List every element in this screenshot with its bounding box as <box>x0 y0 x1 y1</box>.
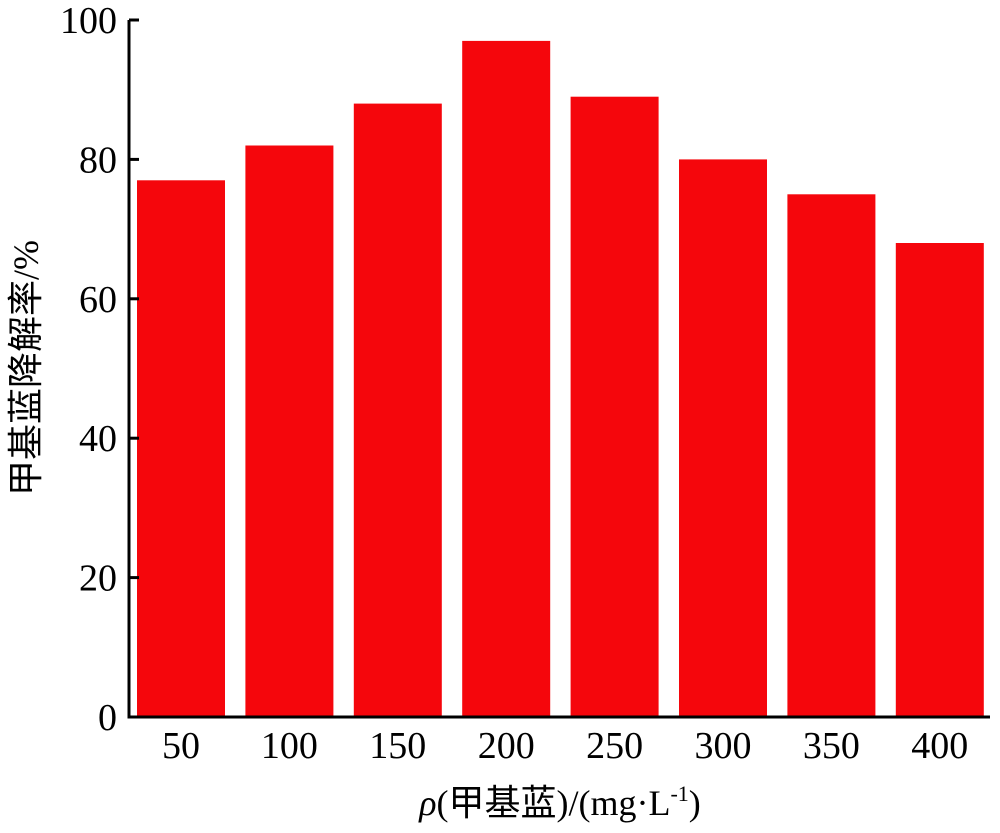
x-ticks-group: 50 100 150 200 250 300 350 400 <box>162 725 968 767</box>
bar-50 <box>137 180 225 718</box>
x-tick-label-300: 300 <box>695 725 752 767</box>
y-tick-label-60: 60 <box>79 279 117 321</box>
y-tick-label-80: 80 <box>79 139 117 181</box>
y-tick-label-100: 100 <box>60 0 117 42</box>
bar-350 <box>787 194 876 718</box>
y-tick-label-20: 20 <box>79 558 117 600</box>
x-axis-label-symbol: ρ <box>418 783 436 823</box>
bar-300 <box>679 159 767 717</box>
x-axis-label-text: (甲基蓝)/(mg·L <box>437 783 671 823</box>
x-axis-label: ρ(甲基蓝)/(mg·L-1) <box>418 781 701 823</box>
x-axis-label-superscript: -1 <box>670 781 688 806</box>
y-tick-label-0: 0 <box>98 697 117 739</box>
y-ticks-group: 0 20 40 60 80 100 <box>60 0 139 739</box>
x-tick-label-350: 350 <box>803 725 860 767</box>
x-tick-label-50: 50 <box>162 725 200 767</box>
bar-250 <box>570 96 659 717</box>
x-axis-label-close: ) <box>689 783 701 823</box>
bar-100 <box>245 145 334 717</box>
x-tick-label-100: 100 <box>261 725 318 767</box>
y-axis-label: 甲基蓝降解率/% <box>6 240 46 496</box>
bar-200 <box>462 40 551 717</box>
y-tick-label-40: 40 <box>79 418 117 460</box>
bar-150 <box>353 103 442 718</box>
x-tick-label-200: 200 <box>478 725 535 767</box>
axes-group <box>127 20 990 719</box>
x-tick-label-250: 250 <box>586 725 643 767</box>
bar-400 <box>895 243 984 717</box>
bars-group <box>137 40 984 718</box>
x-tick-label-150: 150 <box>369 725 426 767</box>
x-tick-label-400: 400 <box>911 725 968 767</box>
